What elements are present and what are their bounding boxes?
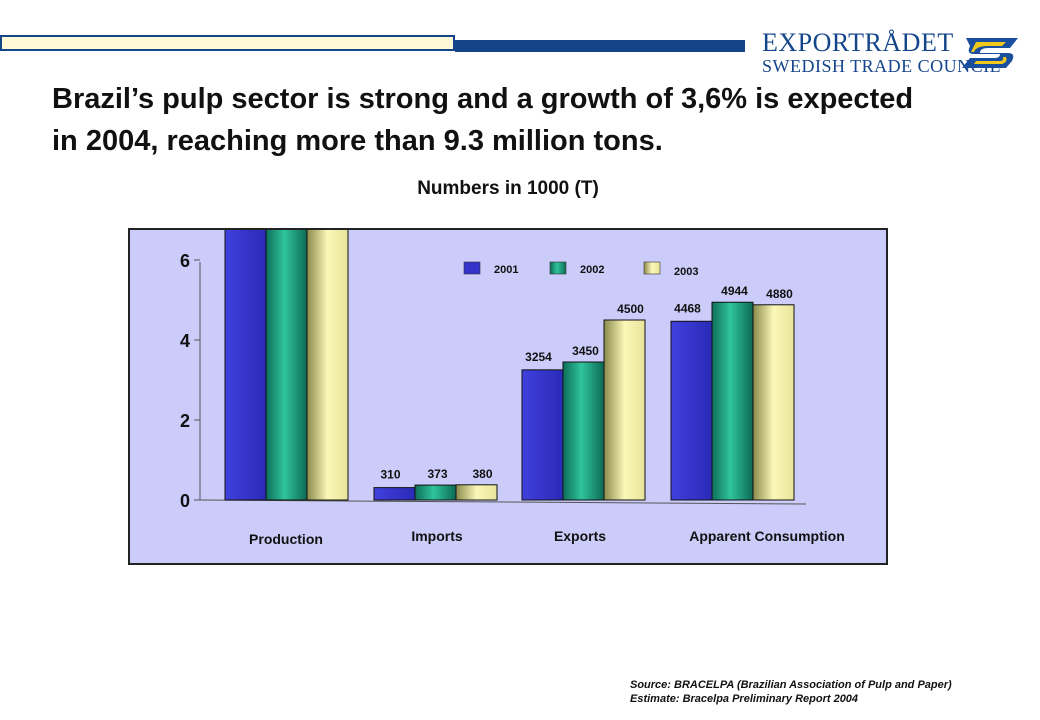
logo-wordmark: EXPORTRÅDET SWEDISH TRADE COUNCIL [762,28,1002,77]
bars-group [224,230,795,501]
data-label: 3450 [572,344,599,358]
source-line: Source: BRACELPA (Brazilian Association … [630,679,952,691]
bar-2002-apparent-consumption [711,301,754,501]
data-label: 380 [472,467,492,481]
category-labels-group: Production Imports Exports Apparent Consump… [249,528,845,547]
data-label: 4944 [721,284,748,298]
category-label: Exports [554,528,606,544]
category-label: Imports [411,528,463,544]
data-label: 4468 [674,301,701,315]
bar-2001-production [224,230,267,501]
y-axis: 0246810 [180,251,807,511]
y-tick-label: 6 [180,251,190,271]
headline-line1: Brazil’s pulp sector is strong and a gro… [52,83,914,115]
legend-label-2002: 2002 [580,264,604,276]
legend-label-2003: 2003 [674,266,698,278]
bar-2001-imports [373,487,416,501]
legend-swatch-2001 [463,261,481,275]
category-label: Production [249,531,323,547]
source-footnote: Source: BRACELPA (Brazilian Association … [630,678,952,706]
headline-line2: in 2004, reaching more than 9.3 million … [52,125,663,157]
y-tick-label: 4 [180,331,190,351]
logo-line2: SWEDISH TRADE COUNCIL [762,56,1002,76]
data-label: 3254 [525,350,552,364]
bar-2003-apparent-consumption [752,304,795,501]
bar-2002-exports [562,361,605,501]
bar-2003-imports [455,484,498,501]
x-axis-line [199,499,807,505]
header-bar-left [0,35,455,51]
data-label: 310 [380,468,400,482]
estimate-line: Estimate: Bracelpa Preliminary Report 20… [630,693,859,705]
chart-panel: 0246810 74128021900031037338032543450450… [128,228,888,565]
chart-subtitle: Numbers in 1000 (T) [417,178,599,199]
data-label: 4500 [617,302,644,316]
bar-2003-production [306,230,349,501]
bar-2003-exports [603,319,646,501]
bar-chart: 0246810 74128021900031037338032543450450… [180,230,845,547]
legend: 2001 2002 2003 [463,261,698,278]
data-label: 373 [427,467,447,481]
y-tick-label: 2 [180,411,190,431]
bar-2002-imports [414,484,457,501]
headline: Brazil’s pulp sector is strong and a gro… [52,78,1012,162]
legend-swatch-2003 [643,261,661,275]
legend-label-2001: 2001 [494,264,518,276]
bar-2001-exports [521,369,564,501]
data-label: 4880 [766,287,793,301]
bar-2002-production [265,230,308,501]
header-bar-right [455,40,745,52]
bar-2001-apparent-consumption [670,320,713,501]
logo-line1: EXPORTRÅDET [762,28,954,57]
data-labels-group: 7412802190003103733803254345045004468494… [380,284,793,482]
category-label: Apparent Consumption [689,528,845,544]
y-tick-label: 0 [180,491,190,511]
swedish-trade-council-logo-icon [962,38,1018,68]
legend-swatch-2002 [549,261,567,275]
